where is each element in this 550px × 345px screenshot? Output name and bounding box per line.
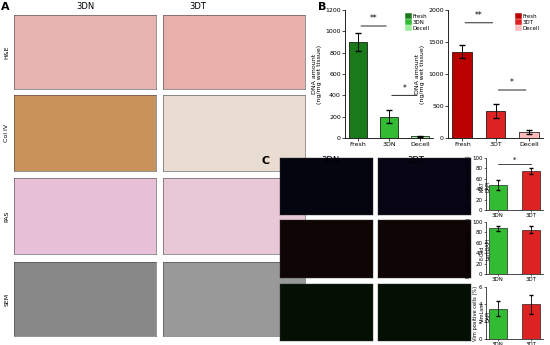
- Legend: Fresh, 3DN, Decell: Fresh, 3DN, Decell: [405, 13, 430, 31]
- Legend: Fresh, 3DT, Decell: Fresh, 3DT, Decell: [515, 13, 540, 31]
- Text: A: A: [1, 2, 10, 12]
- Bar: [379, 117, 398, 138]
- Text: *: *: [403, 84, 406, 93]
- Bar: [488, 228, 507, 274]
- Y-axis label: Ki67 positive cells (%): Ki67 positive cells (%): [466, 156, 471, 212]
- Y-axis label: E-Cad positive cells (%): E-Cad positive cells (%): [466, 218, 471, 278]
- Text: E-Cad
LamDAPI: E-Cad LamDAPI: [480, 238, 491, 260]
- Bar: [410, 136, 429, 138]
- Text: SEM: SEM: [4, 293, 9, 306]
- Y-axis label: Vim positive cells (%): Vim positive cells (%): [472, 285, 477, 341]
- Y-axis label: DNA amount
(ng/mg wet tissue): DNA amount (ng/mg wet tissue): [312, 45, 322, 104]
- Text: PAS: PAS: [4, 210, 9, 222]
- Bar: [486, 111, 505, 138]
- Text: VimLam
DAPI: VimLam DAPI: [480, 302, 491, 322]
- Text: C: C: [262, 156, 270, 166]
- Text: 3DT: 3DT: [407, 156, 424, 165]
- Bar: [488, 185, 507, 210]
- Y-axis label: DNA amount
(ng/mg wet tissue): DNA amount (ng/mg wet tissue): [415, 45, 426, 104]
- Bar: [522, 171, 541, 210]
- Text: H&E: H&E: [4, 45, 9, 59]
- Bar: [522, 230, 541, 274]
- Bar: [522, 304, 541, 339]
- Text: *: *: [513, 157, 516, 163]
- Bar: [519, 131, 538, 138]
- Text: *: *: [510, 78, 514, 87]
- Text: 3DT: 3DT: [190, 2, 206, 11]
- Text: **: **: [475, 11, 483, 20]
- Text: Ki67
DAPI: Ki67 DAPI: [480, 180, 491, 192]
- Text: 3DN: 3DN: [76, 2, 95, 11]
- Bar: [452, 52, 472, 138]
- Text: B: B: [318, 2, 326, 12]
- Bar: [349, 42, 367, 138]
- Text: 3DN: 3DN: [321, 156, 339, 165]
- Bar: [488, 309, 507, 339]
- Text: **: **: [370, 14, 377, 23]
- Text: Col IV: Col IV: [4, 124, 9, 142]
